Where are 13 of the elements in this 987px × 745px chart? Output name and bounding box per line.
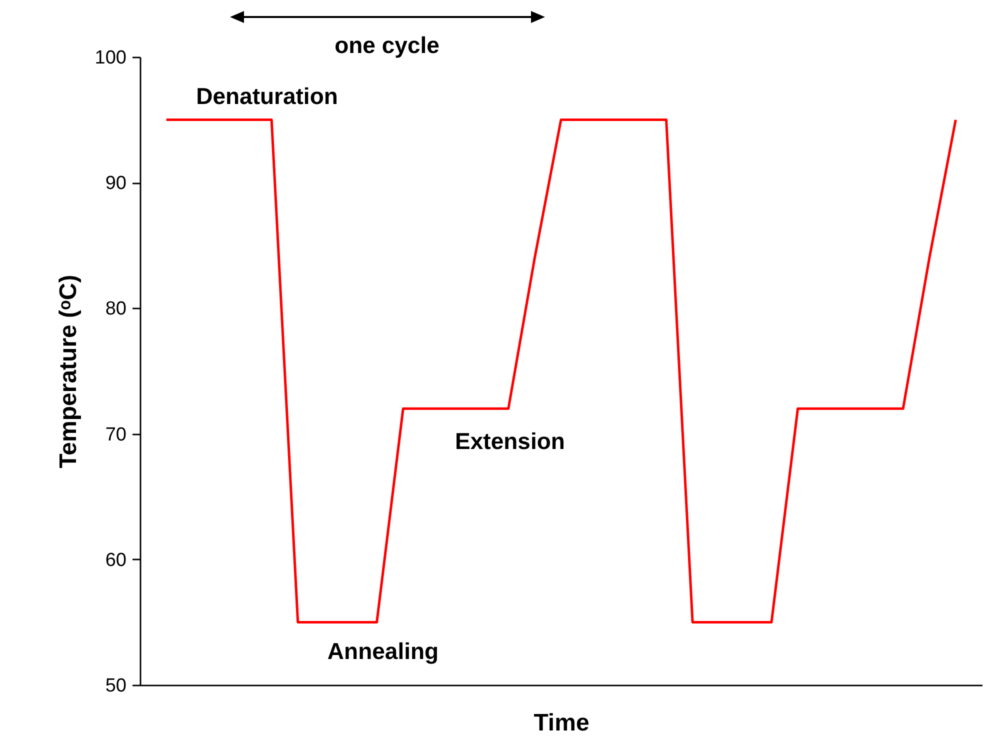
- annotation: Extension: [455, 428, 565, 454]
- y-tick-label: 50: [105, 676, 126, 696]
- y-tick-label: 80: [105, 298, 126, 320]
- annotation: Annealing: [327, 638, 439, 664]
- y-tick-label: 70: [105, 424, 126, 446]
- y-axis-title: Temperature (ᵒC): [54, 274, 82, 468]
- y-tick-label: 90: [105, 173, 126, 194]
- y-tick-label: 100: [94, 48, 126, 68]
- x-axis-title: Time: [534, 710, 590, 736]
- line-series: [165, 118, 957, 624]
- annotation: Denaturation: [196, 83, 338, 109]
- annotation: one cycle: [334, 32, 440, 58]
- y-tick-label: 60: [105, 550, 126, 571]
